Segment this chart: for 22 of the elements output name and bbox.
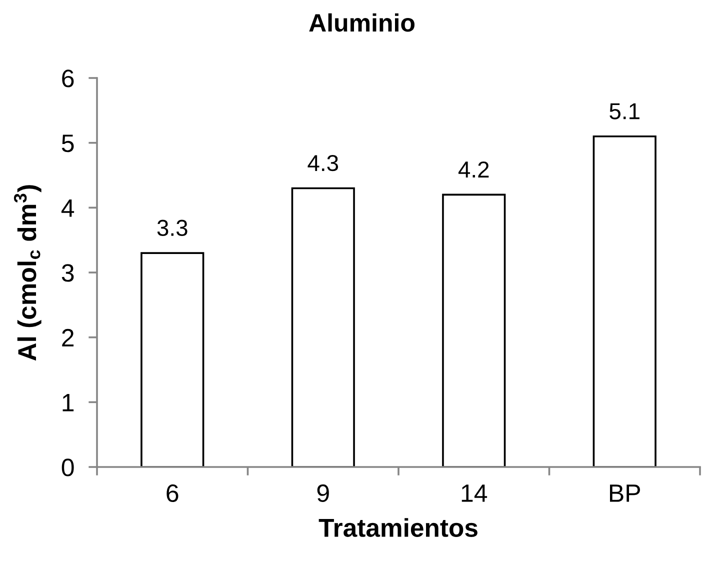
x-tick-label: 9 — [317, 484, 329, 502]
x-tick-label: BP — [610, 484, 640, 502]
bar — [140, 252, 204, 467]
bar — [592, 135, 656, 467]
y-tick-label: 4 — [61, 200, 74, 217]
x-tick-label: 14 — [462, 484, 488, 502]
bar — [291, 187, 355, 467]
data-label: 3.3 — [157, 220, 188, 236]
data-label: 4.2 — [458, 161, 489, 178]
y-axis-title: Al (cmol$_{c}$ dm$^{3}$) — [14, 185, 42, 361]
y-tick-label: 1 — [62, 394, 74, 412]
x-axis-title: Tratamientos — [318, 518, 478, 537]
data-label: 5.1 — [610, 103, 640, 120]
y-tick-label: 3 — [62, 264, 74, 282]
y-tick-label: 5 — [62, 134, 74, 152]
y-tick-label: 2 — [62, 328, 74, 346]
bar — [442, 194, 506, 467]
chart-title: Aluminio — [309, 13, 414, 32]
data-label: 4.3 — [308, 154, 338, 172]
y-tick-label: 0 — [62, 458, 74, 476]
x-tick-label: 6 — [166, 484, 178, 502]
y-tick-label: 6 — [62, 70, 74, 88]
